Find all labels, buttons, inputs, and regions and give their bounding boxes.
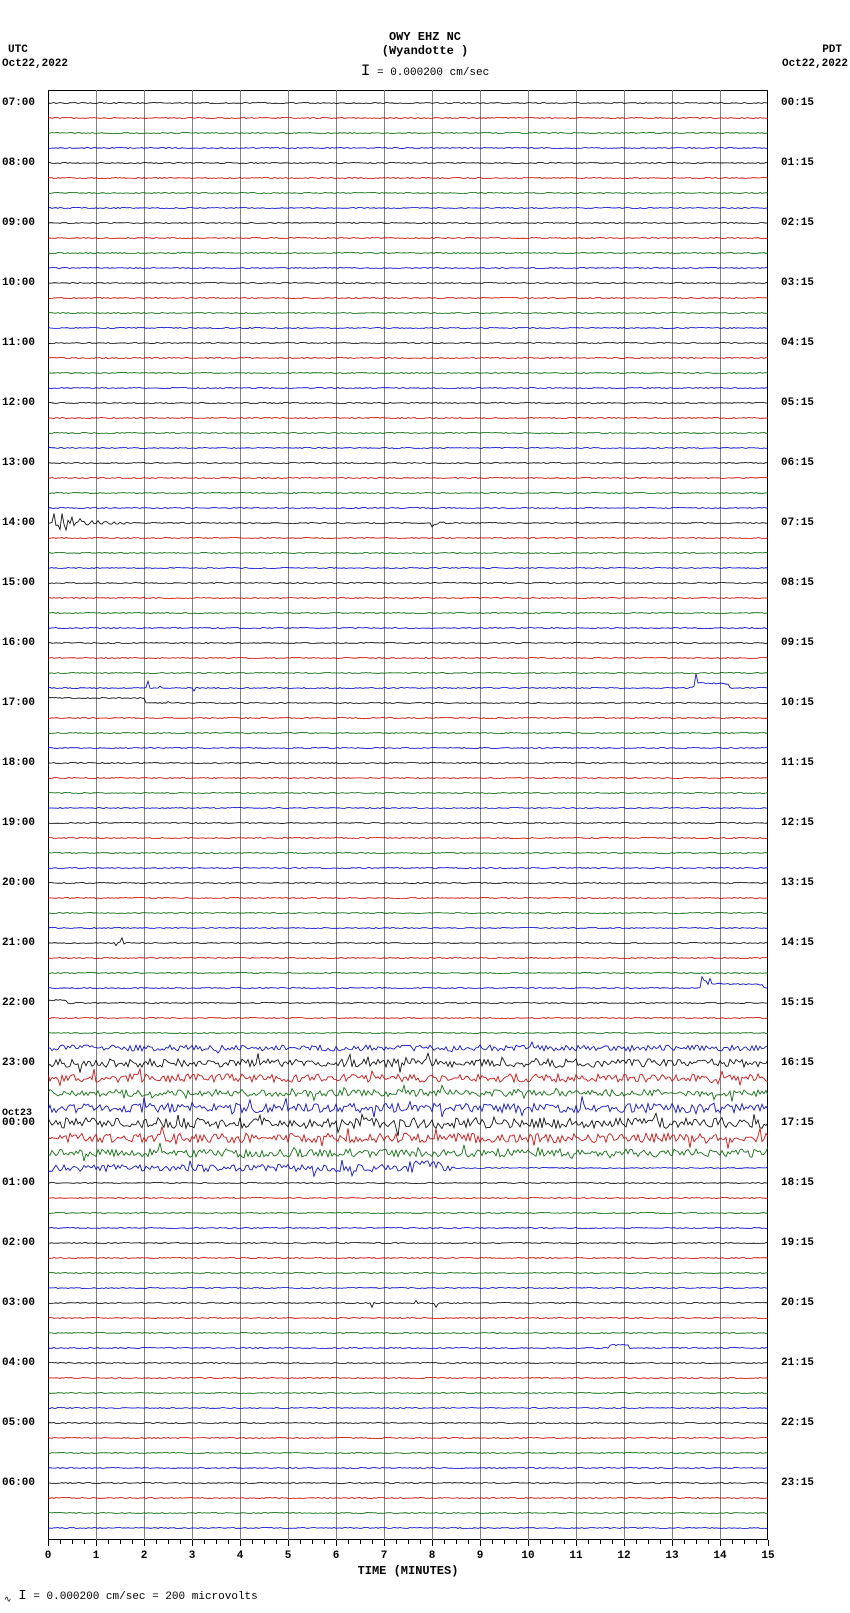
x-tick-label: 9 [477,1550,484,1562]
x-tick-label: 7 [381,1550,388,1562]
right-time-label: 05:15 [781,397,814,409]
trace-row [48,1521,768,1535]
x-tick-label: 15 [761,1550,774,1562]
date-right-label: Oct22,2022 [782,58,848,70]
right-time-label: 11:15 [781,757,814,769]
right-time-label: 02:15 [781,217,814,229]
x-axis-title: TIME (MINUTES) [48,1564,768,1578]
station-title-line1: OWY EHZ NC [0,30,850,44]
right-time-label: 09:15 [781,637,814,649]
x-tick-label: 2 [141,1550,148,1562]
x-tick-label: 10 [521,1550,534,1562]
right-time-label: 07:15 [781,517,814,529]
seismogram-container: OWY EHZ NC (Wyandotte ) I = 0.000200 cm/… [0,0,850,1613]
x-tick-label: 0 [45,1550,52,1562]
left-time-label: 22:00 [2,997,35,1009]
right-time-label: 10:15 [781,697,814,709]
left-time-label: 19:00 [2,817,35,829]
right-time-label: 15:15 [781,997,814,1009]
right-time-label: 19:15 [781,1237,814,1249]
footer-text: = 0.000200 cm/sec = 200 microvolts [33,1591,257,1603]
left-time-label: 06:00 [2,1477,35,1489]
left-time-label: 10:00 [2,277,35,289]
right-time-label: 16:15 [781,1057,814,1069]
scale-text: = 0.000200 cm/sec [377,67,489,79]
left-time-label: 20:00 [2,877,35,889]
left-time-label: 23:00 [2,1057,35,1069]
left-time-label: 15:00 [2,577,35,589]
right-time-label: 01:15 [781,157,814,169]
scale-indicator: I = 0.000200 cm/sec [0,62,850,80]
left-time-label: 11:00 [2,337,35,349]
left-time-label: 14:00 [2,517,35,529]
right-time-label: 03:15 [781,277,814,289]
right-time-label: 17:15 [781,1117,814,1129]
left-date-rollover: Oct23 [2,1108,32,1119]
right-time-label: 13:15 [781,877,814,889]
station-title-line2: (Wyandotte ) [0,44,850,58]
x-tick-major [768,1540,769,1546]
left-time-label: 01:00 [2,1177,35,1189]
left-time-label: 03:00 [2,1297,35,1309]
x-tick-label: 3 [189,1550,196,1562]
left-time-label: 08:00 [2,157,35,169]
left-time-label: 05:00 [2,1417,35,1429]
tz-left-label: UTC [8,44,28,56]
left-time-label: 04:00 [2,1357,35,1369]
right-time-label: 22:15 [781,1417,814,1429]
right-time-label: 00:15 [781,97,814,109]
left-time-label: 16:00 [2,637,35,649]
x-tick-label: 6 [333,1550,340,1562]
right-time-label: 06:15 [781,457,814,469]
left-time-label: 02:00 [2,1237,35,1249]
left-time-label: 18:00 [2,757,35,769]
right-time-label: 18:15 [781,1177,814,1189]
x-tick-label: 13 [665,1550,678,1562]
left-time-label: 07:00 [2,97,35,109]
right-time-label: 14:15 [781,937,814,949]
right-time-label: 04:15 [781,337,814,349]
x-tick-label: 14 [713,1550,726,1562]
x-tick-label: 11 [569,1550,582,1562]
x-tick-label: 8 [429,1550,436,1562]
right-time-label: 23:15 [781,1477,814,1489]
x-tick-label: 1 [93,1550,100,1562]
right-time-label: 08:15 [781,577,814,589]
left-time-label: 17:00 [2,697,35,709]
plot-area: TIME (MINUTES) 012345678910111213141507:… [48,90,768,1540]
right-time-label: 12:15 [781,817,814,829]
trace-waveform [48,1511,768,1545]
x-tick-label: 12 [617,1550,630,1562]
left-time-label: 09:00 [2,217,35,229]
x-tick-label: 5 [285,1550,292,1562]
x-tick-label: 4 [237,1550,244,1562]
right-time-label: 21:15 [781,1357,814,1369]
left-time-label: 21:00 [2,937,35,949]
right-time-label: 20:15 [781,1297,814,1309]
left-time-label: 12:00 [2,397,35,409]
date-left-label: Oct22,2022 [2,58,68,70]
left-time-label: 13:00 [2,457,35,469]
footer-scale: ∿ I = 0.000200 cm/sec = 200 microvolts [4,1588,258,1605]
tz-right-label: PDT [822,44,842,56]
